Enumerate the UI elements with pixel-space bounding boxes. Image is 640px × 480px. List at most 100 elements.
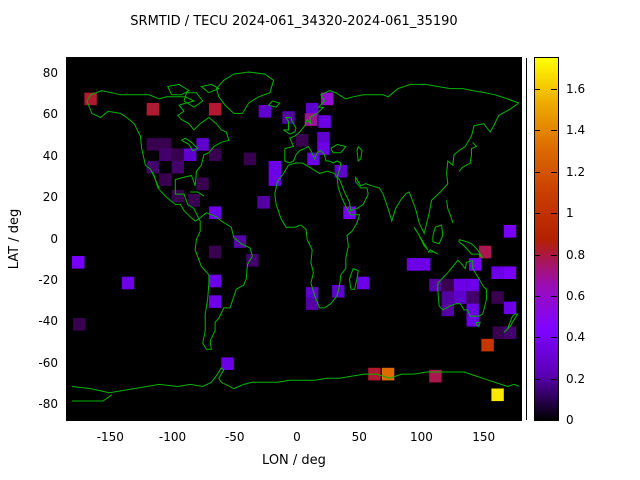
map-cell — [171, 189, 184, 203]
map-cell — [268, 160, 281, 174]
map-cell — [208, 295, 222, 308]
y-tick-label: 40 — [42, 148, 58, 163]
map-cell — [317, 131, 330, 145]
map-cell — [441, 303, 454, 317]
x-tick-label: 100 — [409, 430, 433, 444]
colorbar-tick — [551, 89, 557, 90]
map-cell — [466, 314, 479, 327]
coastline — [348, 267, 359, 290]
chart-title: SRMTID / TECU 2024-061_34320-2024-061_35… — [130, 14, 458, 29]
map-cell — [208, 148, 222, 161]
y-tick-label: -60 — [38, 355, 58, 370]
colorbar-tick — [534, 337, 540, 338]
colorbar-tick — [534, 172, 540, 173]
map-cell — [187, 194, 201, 207]
y-tick-label: 20 — [42, 190, 58, 205]
x-axis-label: LON / deg — [262, 453, 326, 468]
colorbar — [534, 57, 559, 421]
coastline — [330, 143, 347, 154]
coastline — [432, 224, 444, 245]
map-cell — [491, 291, 504, 304]
map-cell — [306, 297, 319, 310]
colorbar-tick — [534, 296, 540, 297]
coastline — [475, 321, 481, 328]
colorbar-tick — [534, 255, 540, 256]
map-cell — [171, 148, 184, 161]
map-cell — [318, 115, 331, 128]
map-cell — [306, 102, 319, 116]
coastline — [190, 191, 205, 197]
coastline — [71, 386, 110, 394]
x-tick-label: -100 — [158, 430, 187, 444]
map-cell — [466, 291, 479, 304]
coastline — [109, 367, 519, 394]
colorbar-tick-label: 0.4 — [566, 330, 586, 344]
colorbar-tick — [534, 213, 540, 214]
coastline — [194, 212, 253, 350]
map-cell — [454, 291, 467, 304]
map-cell — [159, 148, 172, 161]
x-tick-label: 50 — [351, 430, 367, 444]
map-cell — [159, 173, 172, 186]
coastline — [413, 226, 429, 251]
map-cell — [429, 369, 442, 383]
map-cell — [184, 148, 197, 161]
coastline — [215, 71, 275, 114]
map-cell — [208, 245, 222, 259]
colorbar-tick-label: 0.2 — [566, 372, 586, 386]
map-cell — [246, 254, 259, 267]
y-tick-label: -20 — [38, 272, 58, 287]
colorbar-tick — [551, 379, 557, 380]
colorbar-tick — [551, 172, 557, 173]
x-tick-label: -150 — [96, 430, 124, 444]
map-cell — [503, 326, 517, 339]
colorbar-tick — [534, 89, 540, 90]
map-cell — [441, 291, 454, 304]
coastline — [167, 83, 190, 96]
map-cell — [208, 274, 222, 288]
map-cell — [317, 142, 330, 155]
coastline — [86, 90, 230, 222]
map-cell — [208, 206, 222, 219]
coastline — [268, 100, 281, 108]
coastline — [503, 313, 519, 334]
map-cell — [268, 173, 281, 186]
map-cell — [503, 301, 517, 315]
map-cell — [307, 152, 320, 166]
colorbar-tick — [551, 296, 557, 297]
map-cell — [491, 388, 504, 402]
map-cell — [492, 326, 505, 339]
map-cell — [478, 245, 492, 259]
map-cell — [454, 278, 467, 292]
map-cell — [357, 276, 370, 290]
map-cell — [257, 196, 270, 209]
y-tick-label: -80 — [38, 397, 58, 412]
map-cell — [72, 256, 85, 269]
coastline — [437, 259, 487, 317]
y-tick-label: 0 — [50, 231, 58, 246]
coastline — [200, 83, 220, 94]
colorbar-tick-label: 1.6 — [566, 82, 586, 96]
coastline — [183, 92, 204, 108]
map-cell — [406, 258, 420, 271]
map-cell — [73, 318, 86, 331]
coastline — [284, 83, 519, 235]
map-plot-area — [66, 57, 522, 421]
map-cell — [121, 276, 135, 290]
world-heatmap-svg — [71, 71, 519, 402]
map-cell — [221, 357, 234, 370]
x-tick-label: 150 — [472, 430, 496, 444]
map-cell — [171, 160, 184, 174]
y-tick-label: 60 — [42, 107, 58, 122]
colorbar-tick-label: 0.6 — [566, 289, 586, 303]
map-cell — [418, 258, 431, 271]
coastline — [427, 249, 439, 255]
map-cell — [469, 258, 482, 271]
map-cell — [208, 102, 222, 116]
coastline — [274, 162, 361, 309]
coastline — [458, 239, 484, 259]
colorbar-tick-label: 1.4 — [566, 123, 586, 137]
colorbar-tick — [551, 130, 557, 131]
coastline — [181, 137, 199, 152]
